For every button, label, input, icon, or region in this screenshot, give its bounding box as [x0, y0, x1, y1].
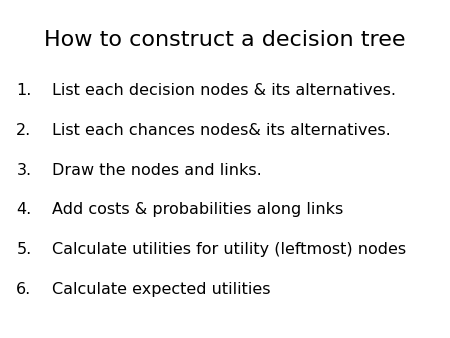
Text: Draw the nodes and links.: Draw the nodes and links. — [52, 163, 261, 177]
Text: 3.: 3. — [16, 163, 32, 177]
Text: List each decision nodes & its alternatives.: List each decision nodes & its alternati… — [52, 83, 396, 98]
Text: List each chances nodes& its alternatives.: List each chances nodes& its alternative… — [52, 123, 391, 138]
Text: 4.: 4. — [16, 202, 32, 217]
Text: Calculate utilities for utility (leftmost) nodes: Calculate utilities for utility (leftmos… — [52, 242, 406, 257]
Text: Add costs & probabilities along links: Add costs & probabilities along links — [52, 202, 343, 217]
Text: 2.: 2. — [16, 123, 32, 138]
Text: 1.: 1. — [16, 83, 32, 98]
Text: Calculate expected utilities: Calculate expected utilities — [52, 282, 270, 297]
Text: 6.: 6. — [16, 282, 32, 297]
Text: 5.: 5. — [16, 242, 32, 257]
Text: How to construct a decision tree: How to construct a decision tree — [44, 30, 406, 50]
